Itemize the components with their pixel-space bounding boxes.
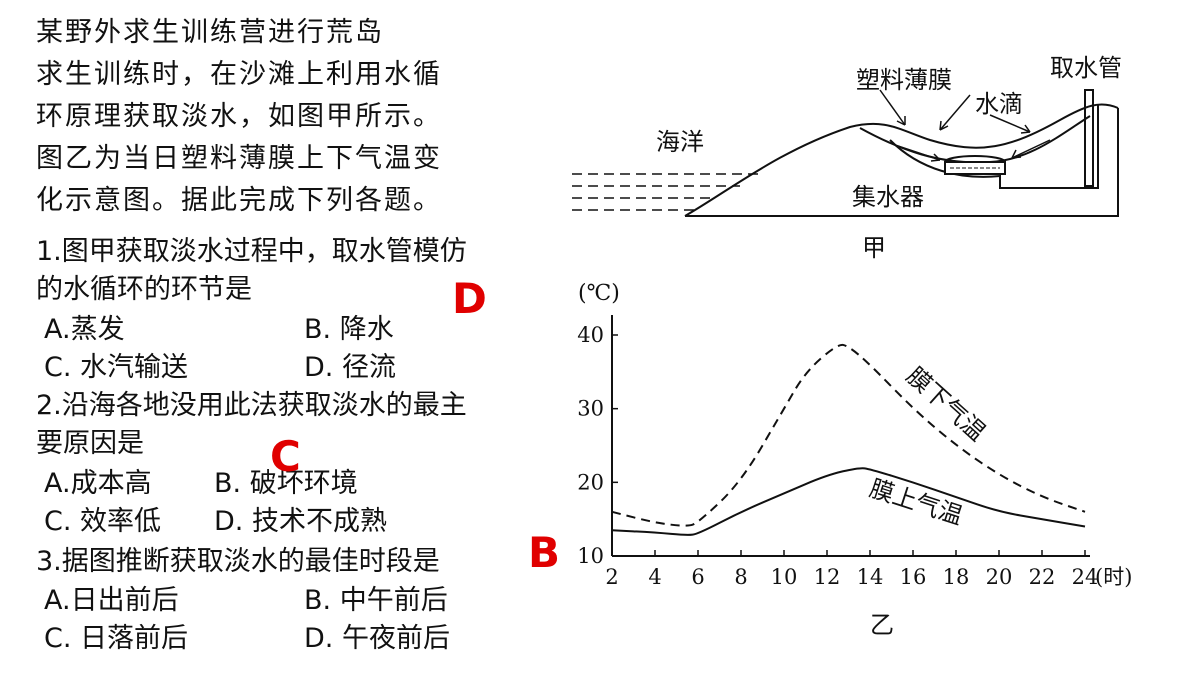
sea-water-lines — [572, 173, 760, 211]
x-tick-label: 2 — [605, 565, 618, 589]
series-line-1 — [611, 343, 1086, 527]
label-drops: 水滴 — [975, 90, 1023, 118]
label-film: 塑料薄膜 — [856, 66, 952, 94]
q3-option-c[interactable]: C. 日落前后 — [44, 623, 189, 654]
q1-option-a[interactable]: A.蒸发 — [44, 314, 125, 345]
series-line-2 — [611, 467, 1086, 536]
question-1-line-1: 1.图甲获取淡水过程中，取水管模仿 — [36, 236, 467, 267]
collector-icon — [944, 155, 1006, 175]
x-tick-label: 4 — [648, 565, 661, 589]
x-tick-label: 8 — [734, 565, 747, 589]
q3-option-d[interactable]: D. 午夜前后 — [304, 623, 450, 654]
ground-outline — [685, 108, 1119, 217]
diagram-caption: 甲 — [862, 234, 886, 262]
q3-answer-mark: B — [528, 528, 561, 577]
water-pipe — [1084, 89, 1094, 187]
question-1-line-2: 的水循环的环节是 — [36, 274, 252, 305]
question-2-line-1: 2.沿海各地没用此法获取淡水的最主 — [36, 390, 467, 421]
label-collector: 集水器 — [852, 183, 924, 211]
q3-option-b[interactable]: B. 中午前后 — [304, 585, 448, 616]
label-pipe: 取水管 — [1050, 54, 1122, 82]
x-tick-label: 20 — [986, 565, 1013, 589]
series-label-1: 膜下气温 — [901, 362, 991, 447]
x-tick-label: 18 — [943, 565, 970, 589]
y-tick-label: 30 — [577, 397, 604, 421]
arrow-icons — [879, 89, 1051, 162]
question-2-line-2: 要原因是 — [36, 428, 144, 459]
x-tick-label: 14 — [857, 565, 884, 589]
q2-option-d[interactable]: D. 技术不成熟 — [214, 506, 387, 537]
q2-option-a[interactable]: A.成本高 — [44, 468, 152, 499]
question-3-line-1: 3.据图推断获取淡水的最佳时段是 — [36, 546, 440, 577]
x-tick-label: 10 — [771, 565, 798, 589]
x-tick-label: 12 — [814, 565, 841, 589]
x-axis-unit: (时) — [1095, 565, 1132, 589]
q1-answer-mark: D — [452, 274, 487, 323]
q1-option-b[interactable]: B. 降水 — [304, 314, 394, 345]
x-tick-label: 24 — [1072, 565, 1099, 589]
intro-paragraph: 某野外求生训练营进行荒岛 求生训练时，在沙滩上利用水循 环原理获取淡水，如图甲所… — [36, 17, 442, 216]
y-tick-label: 40 — [577, 323, 604, 347]
q3-option-a[interactable]: A.日出前后 — [44, 585, 179, 616]
x-tick-label: 6 — [691, 565, 704, 589]
x-tick-label: 16 — [900, 565, 927, 589]
q2-option-b[interactable]: B. 破坏环境 — [214, 468, 358, 499]
island-outline — [684, 103, 1119, 217]
y-axis-unit: (℃) — [578, 281, 620, 306]
y-tick-label: 10 — [577, 544, 604, 568]
label-ocean: 海洋 — [656, 128, 704, 156]
q2-answer-mark: C — [270, 432, 301, 481]
q1-option-d[interactable]: D. 径流 — [304, 352, 396, 383]
y-tick-label: 20 — [577, 470, 604, 494]
q2-option-c[interactable]: C. 效率低 — [44, 506, 162, 537]
chart-caption: 乙 — [870, 611, 894, 639]
q1-option-c[interactable]: C. 水汽输送 — [44, 352, 189, 383]
x-tick-label: 22 — [1029, 565, 1056, 589]
